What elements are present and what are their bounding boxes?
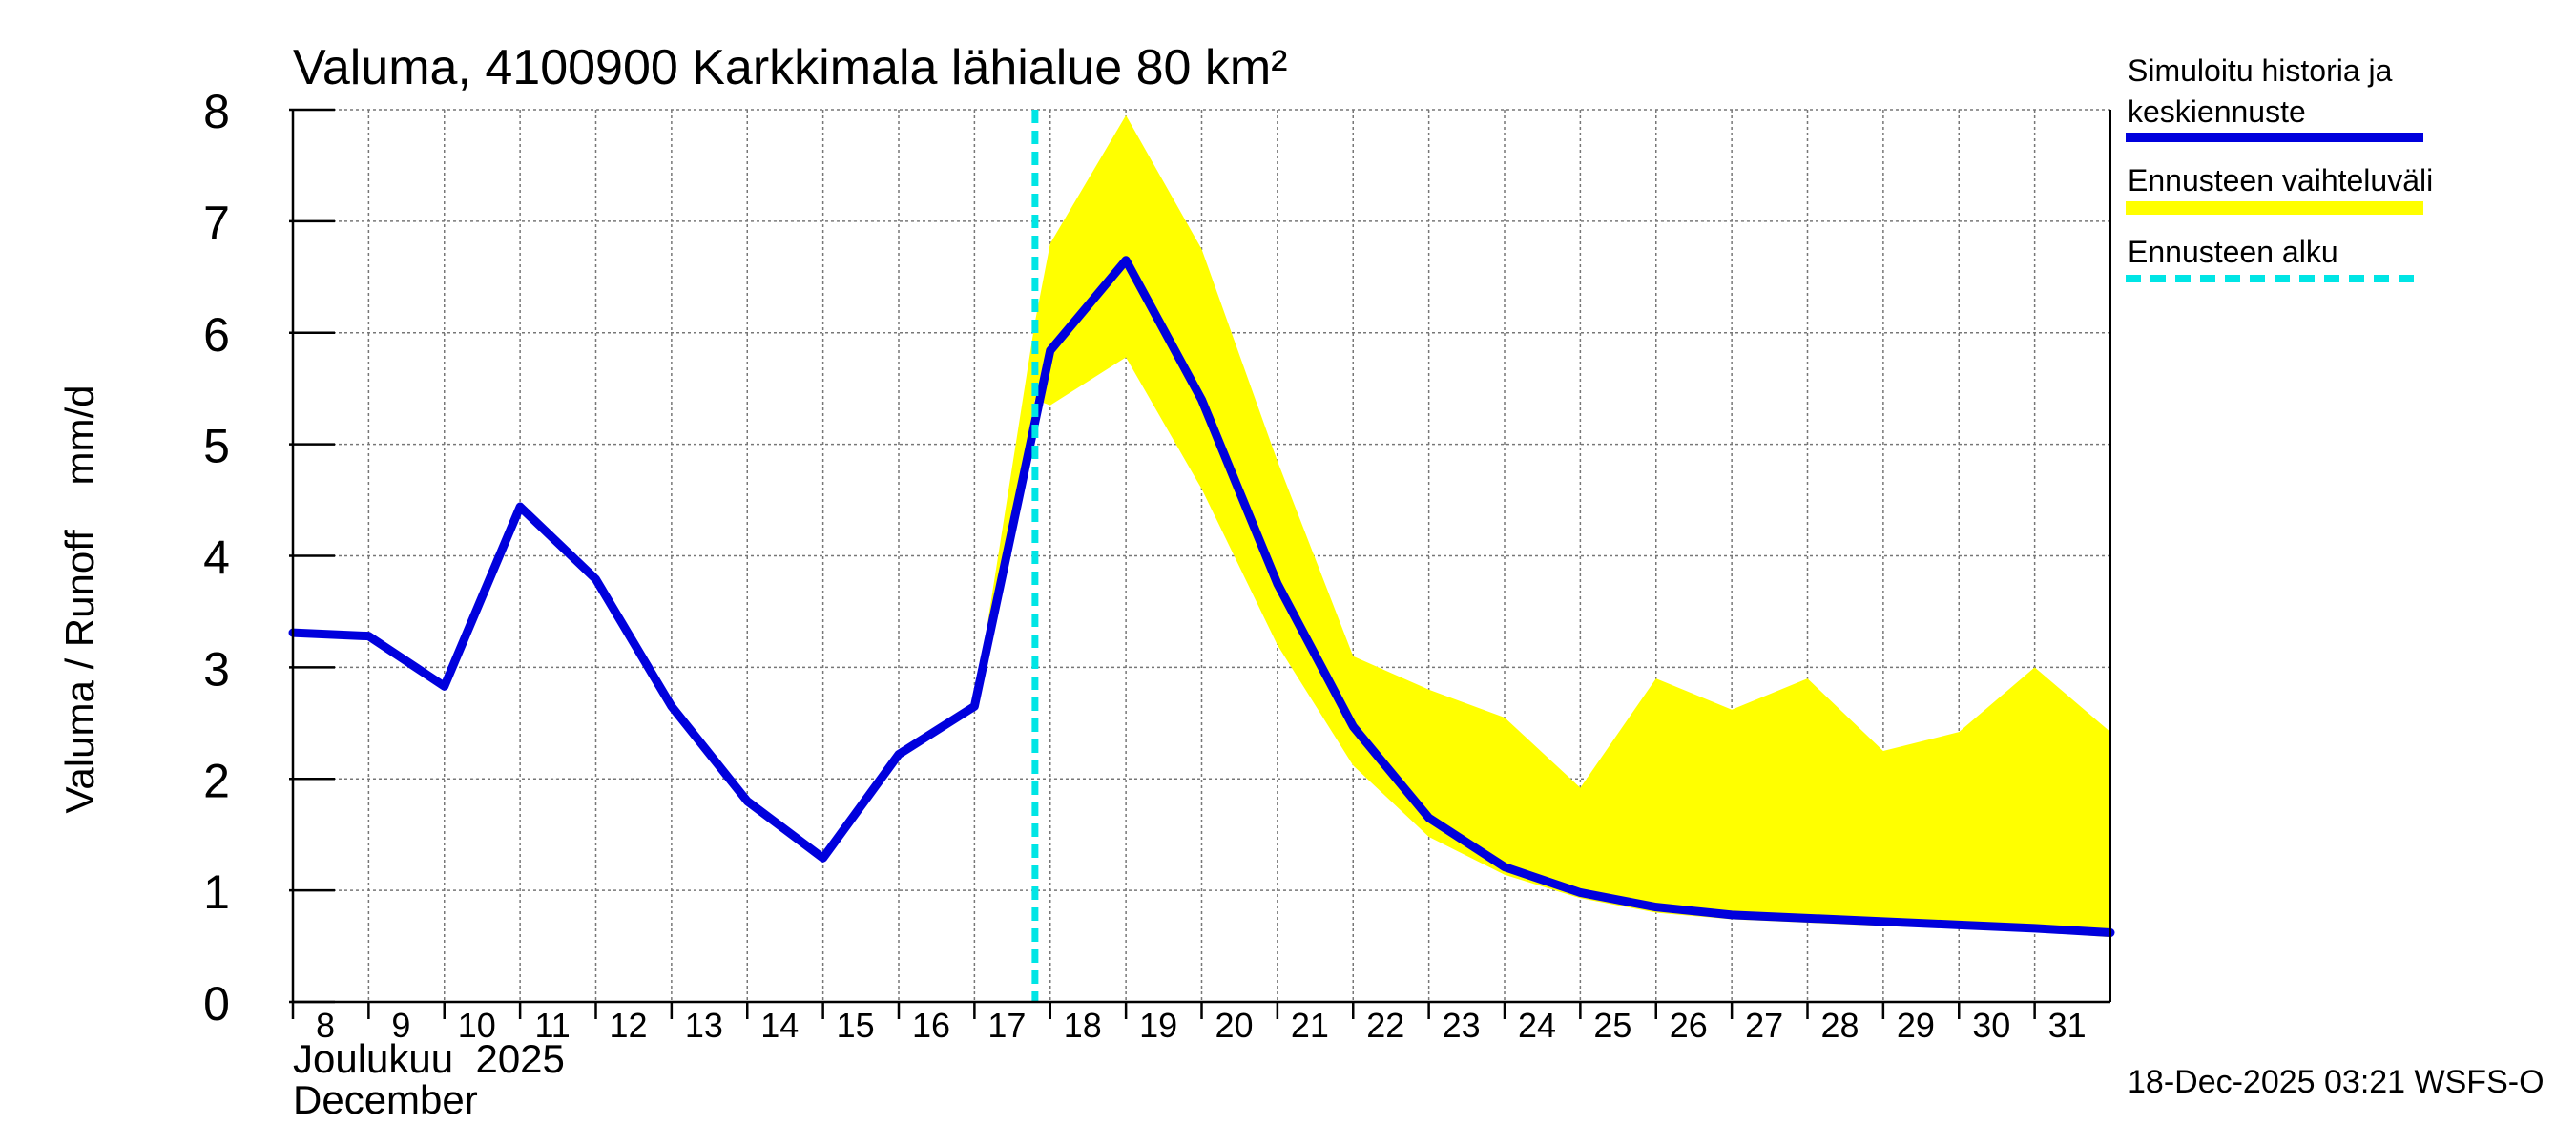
x-tick-label: 19 — [1139, 1006, 1177, 1045]
x-tick-label: 17 — [987, 1006, 1026, 1045]
x-tick-label: 9 — [391, 1006, 410, 1045]
x-tick-label: 14 — [760, 1006, 799, 1045]
x-axis-month-fi: Joulukuu 2025 — [293, 1036, 565, 1081]
forecast-range-layer — [974, 114, 2110, 938]
y-tick-label: 0 — [203, 977, 230, 1030]
x-tick-label: 25 — [1593, 1006, 1631, 1045]
series-line-simulated — [288, 256, 2115, 938]
legend-label-simulated-1: Simuloitu historia ja — [2128, 53, 2393, 88]
footer-timestamp: 18-Dec-2025 03:21 WSFS-O — [2128, 1064, 2545, 1100]
legend-label-forecast-start: Ennusteen alku — [2128, 235, 2338, 269]
axes — [289, 108, 2111, 1019]
x-tick-label: 12 — [609, 1006, 647, 1045]
legend: Simuloitu historia ja keskiennuste Ennus… — [2126, 53, 2433, 282]
x-tick-label: 10 — [458, 1006, 496, 1045]
x-tick-label: 29 — [1897, 1006, 1935, 1045]
forecast-range-band — [974, 114, 2110, 938]
x-tick-label: 27 — [1745, 1006, 1783, 1045]
y-tick-label: 5 — [203, 420, 230, 473]
y-tick-label: 7 — [203, 197, 230, 250]
y-tick-label: 2 — [203, 754, 230, 807]
x-tick-label: 16 — [912, 1006, 950, 1045]
x-tick-label: 30 — [1972, 1006, 2010, 1045]
chart-title: Valuma, 4100900 Karkkimala lähialue 80 k… — [293, 40, 1288, 95]
y-axis-label: Valuma / Runoff mm/d — [57, 385, 102, 814]
y-tick-label: 3 — [203, 642, 230, 696]
x-tick-label: 31 — [2048, 1006, 2087, 1045]
x-tick-label: 24 — [1518, 1006, 1556, 1045]
y-tick-label: 1 — [203, 865, 230, 919]
x-tick-label: 21 — [1291, 1006, 1329, 1045]
x-tick-label: 15 — [837, 1006, 875, 1045]
series-layer — [288, 256, 2115, 938]
x-tick-label: 20 — [1215, 1006, 1253, 1045]
legend-label-range: Ennusteen vaihteluväli — [2128, 163, 2433, 198]
x-tick-label: 26 — [1670, 1006, 1708, 1045]
x-axis-month-en: December — [293, 1077, 478, 1122]
x-tick-label: 8 — [316, 1006, 335, 1045]
legend-label-simulated-2: keskiennuste — [2128, 94, 2306, 129]
y-tick-label: 4 — [203, 531, 230, 585]
x-tick-label: 18 — [1064, 1006, 1102, 1045]
x-tick-label: 13 — [685, 1006, 723, 1045]
y-tick-label: 8 — [203, 85, 230, 138]
x-tick-label: 28 — [1820, 1006, 1859, 1045]
x-tick-label: 22 — [1366, 1006, 1404, 1045]
y-tick-label: 6 — [203, 308, 230, 362]
x-tick-label: 11 — [534, 1006, 570, 1045]
x-tick-label: 23 — [1443, 1006, 1481, 1045]
